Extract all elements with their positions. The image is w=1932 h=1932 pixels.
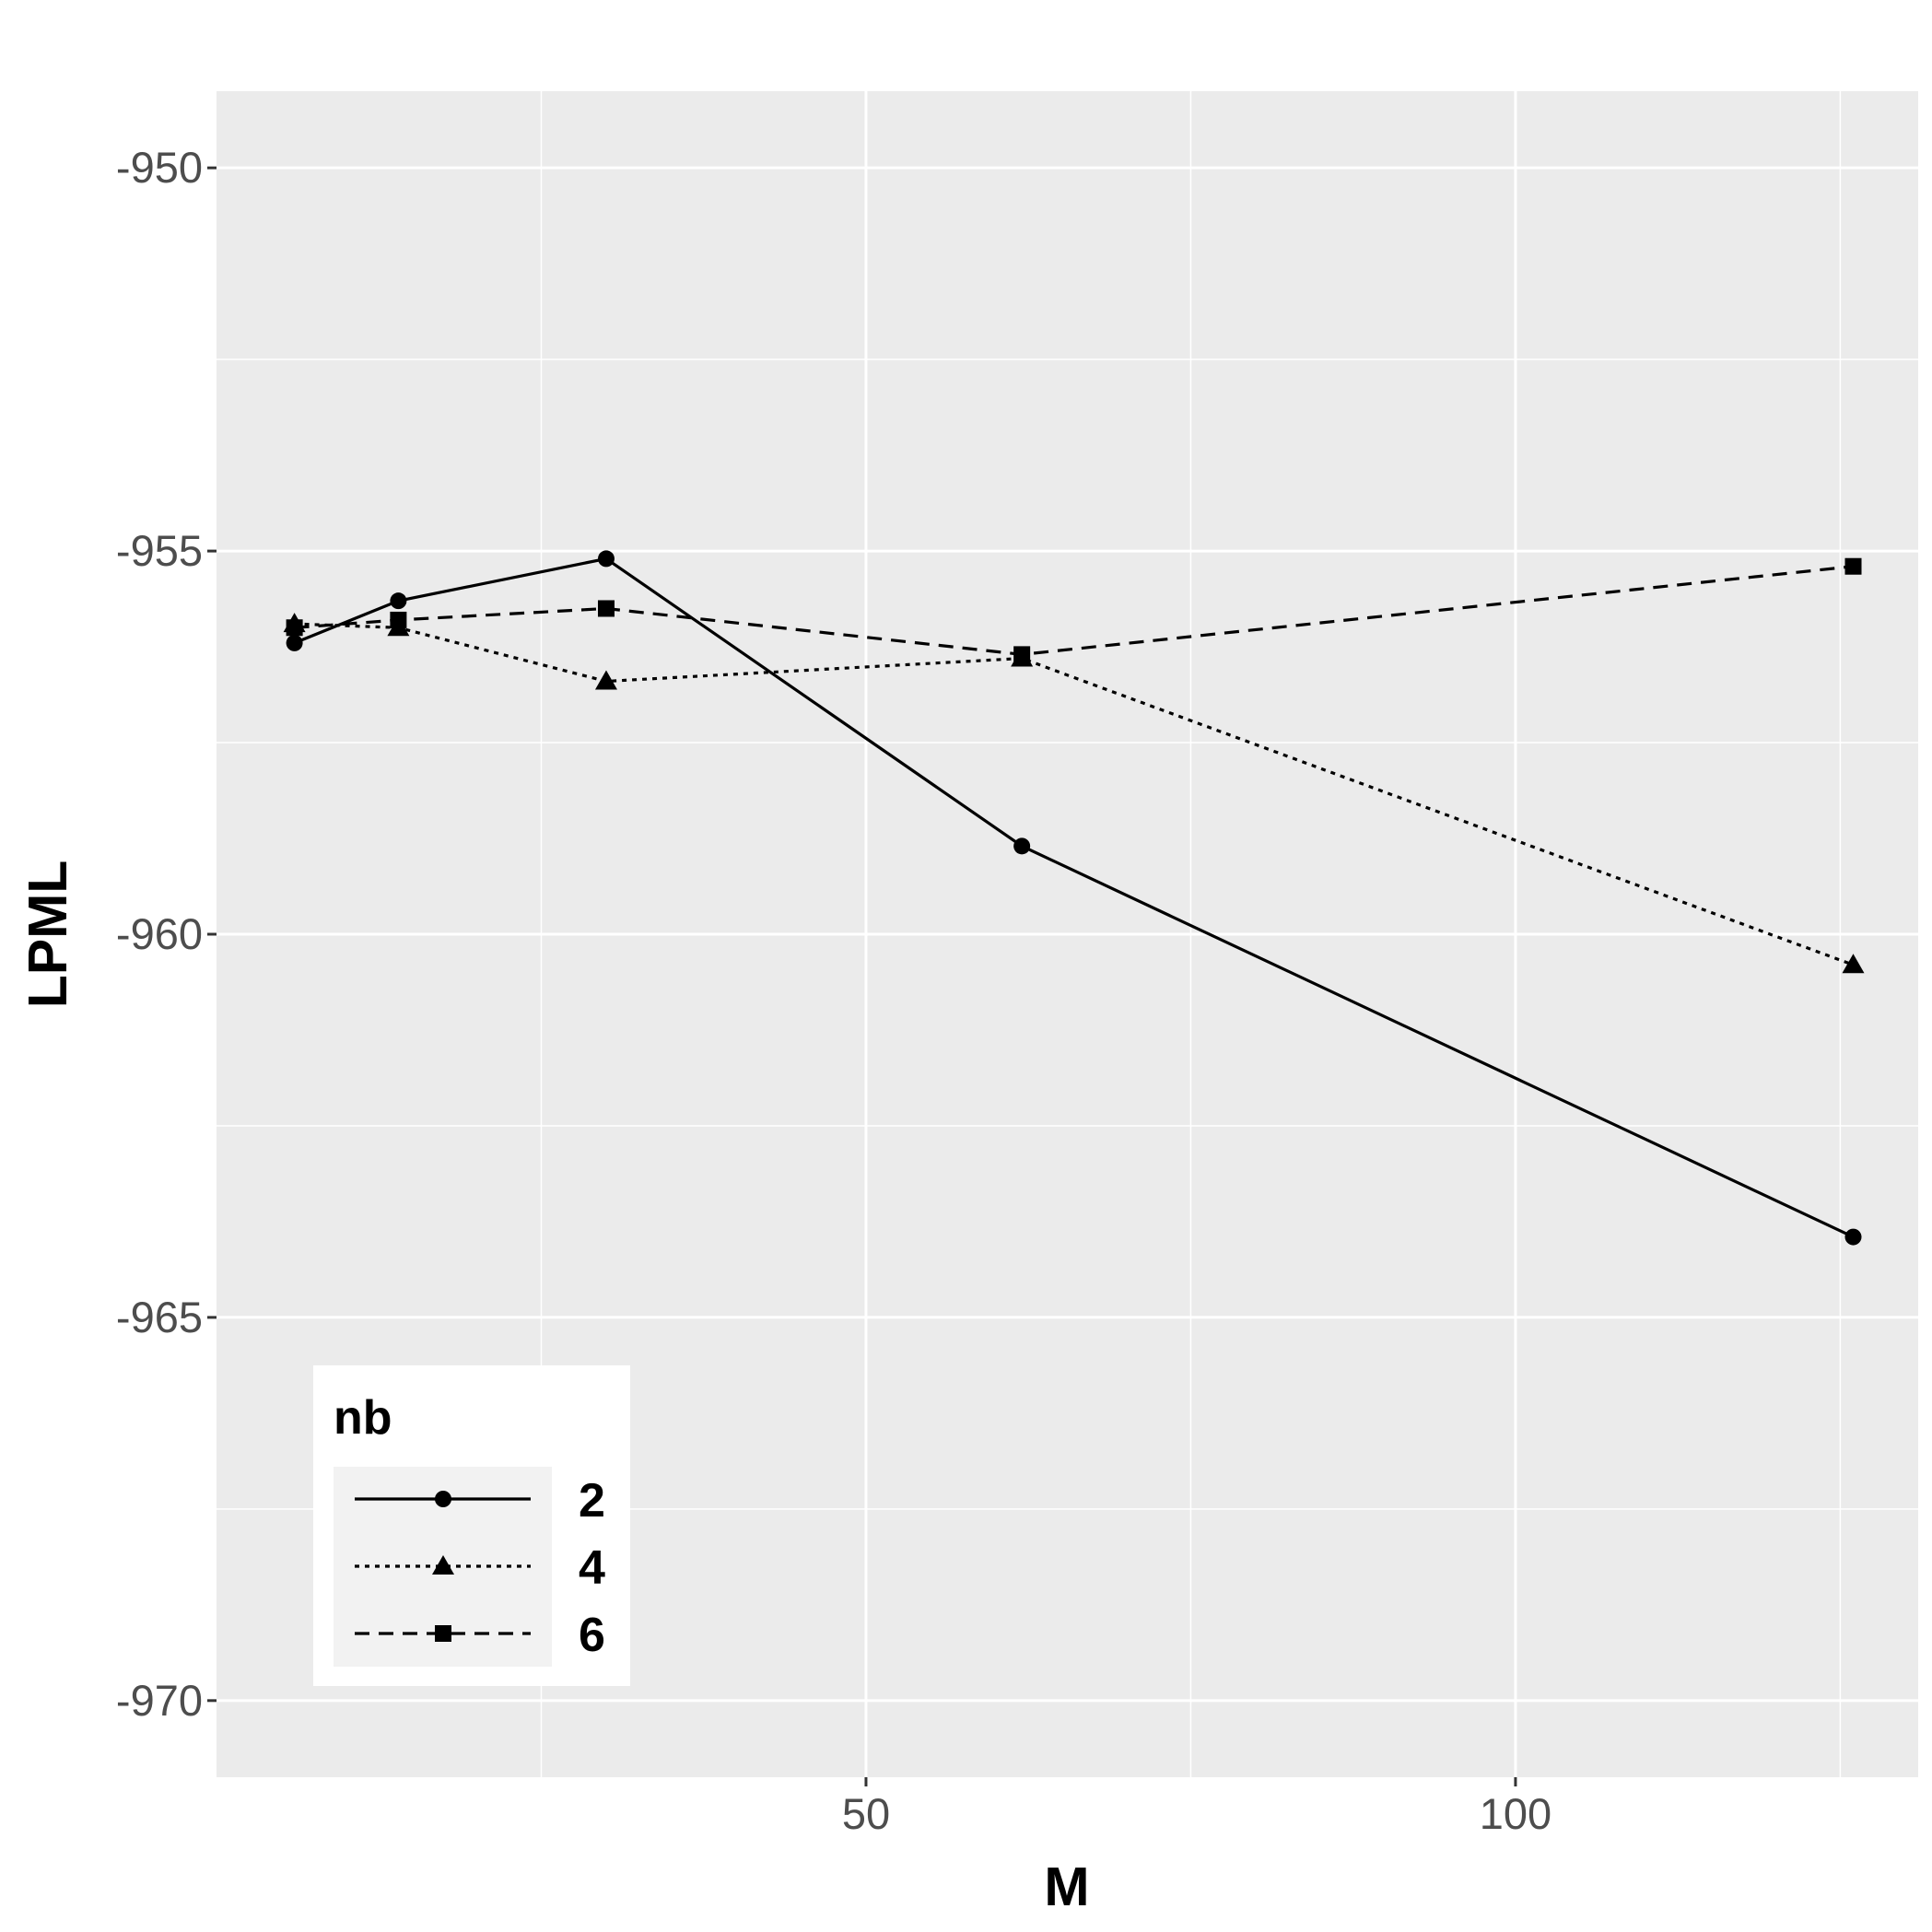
data-point-2: [286, 634, 303, 651]
y-tick-label: -950: [116, 143, 203, 192]
legend-marker-2: [435, 1491, 451, 1507]
data-point-6: [1013, 646, 1031, 663]
data-point-6: [390, 611, 407, 628]
legend-label-4: 4: [579, 1541, 605, 1595]
x-axis-title: M: [1044, 1856, 1089, 1917]
data-point-4: [1842, 954, 1865, 974]
data-point-2: [597, 550, 615, 568]
series-layer: [283, 550, 1865, 1246]
y-tick-label: -970: [116, 1676, 203, 1725]
legend: nb 2 4 6: [313, 1365, 630, 1686]
x-tick-label: 50: [842, 1789, 890, 1838]
x-tick-label: 100: [1480, 1789, 1551, 1838]
legend-item-4: 4: [355, 1541, 605, 1595]
axis-ticks: [207, 166, 1517, 1786]
y-tick-label: -960: [116, 909, 203, 958]
tick-labels: 50 100 -970 -965 -960 -955 -950: [116, 143, 1551, 1838]
series-2: [286, 550, 1862, 1246]
legend-title: nb: [334, 1391, 392, 1445]
legend-marker-6: [435, 1625, 451, 1642]
y-tick-label: -965: [116, 1293, 203, 1341]
legend-label-6: 6: [579, 1609, 605, 1662]
data-point-4: [594, 670, 617, 690]
data-point-6: [1844, 557, 1862, 575]
legend-item-6: 6: [355, 1609, 605, 1662]
data-point-6: [286, 619, 303, 637]
legend-item-2: 2: [355, 1474, 605, 1528]
data-point-2: [1844, 1228, 1862, 1246]
data-point-2: [390, 592, 407, 610]
legend-marker-4: [432, 1555, 454, 1575]
legend-keys: 2 4 6: [355, 1474, 605, 1662]
grid-major: [217, 91, 1918, 1777]
y-tick-label: -955: [116, 526, 203, 575]
data-point-6: [597, 600, 615, 617]
series-6: [286, 557, 1862, 663]
data-point-2: [1013, 837, 1031, 855]
legend-label-2: 2: [579, 1474, 605, 1528]
y-axis-title: LPML: [18, 861, 78, 1009]
